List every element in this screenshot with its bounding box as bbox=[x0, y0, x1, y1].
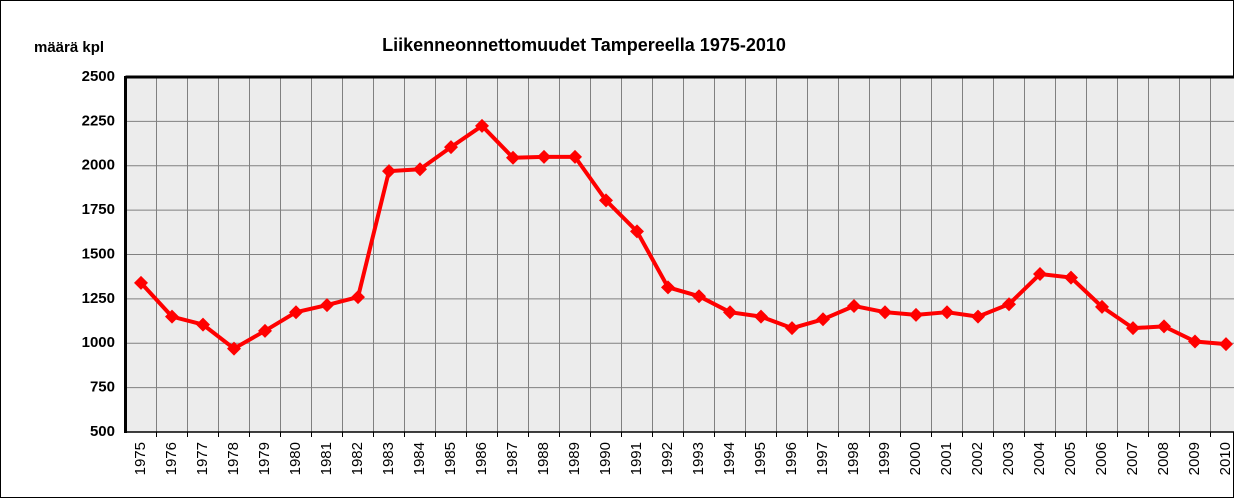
x-tick-label: 1994 bbox=[721, 442, 738, 475]
data-point bbox=[940, 305, 954, 320]
x-tick-label: 2005 bbox=[1062, 442, 1079, 475]
x-tick-label: 1993 bbox=[690, 442, 707, 475]
y-tick-label: 1250 bbox=[82, 290, 115, 307]
y-axis-label: määrä kpl bbox=[34, 39, 104, 56]
data-point bbox=[289, 305, 303, 320]
x-tick-label: 1990 bbox=[597, 442, 614, 475]
data-point bbox=[568, 149, 582, 164]
x-tick-label: 1986 bbox=[473, 442, 490, 475]
x-tick-label: 2006 bbox=[1093, 442, 1110, 475]
data-point bbox=[847, 298, 861, 313]
data-point bbox=[444, 140, 458, 155]
data-point bbox=[661, 280, 675, 295]
data-point bbox=[878, 305, 892, 320]
x-tick-label: 2007 bbox=[1124, 442, 1141, 475]
y-tick-label: 750 bbox=[90, 379, 115, 396]
data-point bbox=[1188, 334, 1202, 349]
x-tick-label: 1979 bbox=[256, 442, 273, 475]
x-tick-label: 2008 bbox=[1155, 442, 1172, 475]
data-point bbox=[382, 164, 396, 179]
x-tick-label: 1988 bbox=[535, 442, 552, 475]
data-point bbox=[1095, 299, 1109, 314]
data-point bbox=[320, 298, 334, 313]
x-tick-label: 1976 bbox=[163, 442, 180, 475]
data-point bbox=[630, 224, 644, 239]
data-point bbox=[413, 162, 427, 177]
x-tick-label: 1981 bbox=[318, 442, 335, 475]
x-tick-label: 1978 bbox=[225, 442, 242, 475]
y-tick-label: 2000 bbox=[82, 157, 115, 174]
data-point bbox=[909, 307, 923, 322]
x-tick-label: 1987 bbox=[504, 442, 521, 475]
data-point bbox=[692, 289, 706, 304]
data-point bbox=[537, 149, 551, 164]
x-tick-label: 2001 bbox=[938, 442, 955, 475]
data-point bbox=[971, 309, 985, 324]
data-point bbox=[1064, 270, 1078, 285]
data-point bbox=[785, 321, 799, 336]
x-tick-label: 1989 bbox=[566, 442, 583, 475]
x-tick-label: 1997 bbox=[814, 442, 831, 475]
x-tick-label: 2009 bbox=[1186, 442, 1203, 475]
data-point bbox=[816, 312, 830, 327]
x-tick-label: 1999 bbox=[876, 442, 893, 475]
data-point bbox=[1157, 319, 1171, 334]
data-point bbox=[1033, 267, 1047, 282]
x-tick-label: 2004 bbox=[1031, 442, 1048, 475]
x-tick-label: 1983 bbox=[380, 442, 397, 475]
x-tick-label: 1996 bbox=[783, 442, 800, 475]
data-point bbox=[475, 118, 489, 133]
x-tick-label: 1991 bbox=[628, 442, 645, 475]
y-tick-label: 1750 bbox=[82, 201, 115, 218]
y-tick-label: 2500 bbox=[82, 68, 115, 85]
data-point bbox=[165, 309, 179, 324]
x-tick-label: 2002 bbox=[969, 442, 986, 475]
data-point bbox=[1002, 297, 1016, 312]
x-tick-label: 1992 bbox=[659, 442, 676, 475]
data-point bbox=[599, 193, 613, 208]
x-tick-label: 1995 bbox=[752, 442, 769, 475]
x-tick-label: 1977 bbox=[194, 442, 211, 475]
x-tick-label: 1998 bbox=[845, 442, 862, 475]
x-tick-label: 1984 bbox=[411, 442, 428, 475]
x-tick-label: 1975 bbox=[132, 442, 149, 475]
data-point bbox=[754, 309, 768, 324]
data-point bbox=[227, 341, 241, 356]
x-tick-label: 2000 bbox=[907, 442, 924, 475]
data-point bbox=[258, 323, 272, 338]
x-tick-label: 2010 bbox=[1217, 442, 1234, 475]
y-tick-label: 1500 bbox=[82, 245, 115, 262]
x-tick-label: 1985 bbox=[442, 442, 459, 475]
data-point bbox=[196, 317, 210, 332]
data-point bbox=[134, 275, 148, 290]
y-tick-label: 2250 bbox=[82, 112, 115, 129]
x-tick-label: 2003 bbox=[1000, 442, 1017, 475]
data-point bbox=[723, 305, 737, 320]
data-point bbox=[506, 150, 520, 165]
chart-title: Liikenneonnettomuudet Tampereella 1975-2… bbox=[382, 35, 786, 55]
data-point bbox=[1219, 337, 1233, 352]
x-tick-label: 1980 bbox=[287, 442, 304, 475]
data-point bbox=[1126, 321, 1140, 336]
y-tick-label: 500 bbox=[90, 423, 115, 440]
y-tick-label: 1000 bbox=[82, 334, 115, 351]
x-tick-label: 1982 bbox=[349, 442, 366, 475]
data-point bbox=[351, 290, 365, 305]
